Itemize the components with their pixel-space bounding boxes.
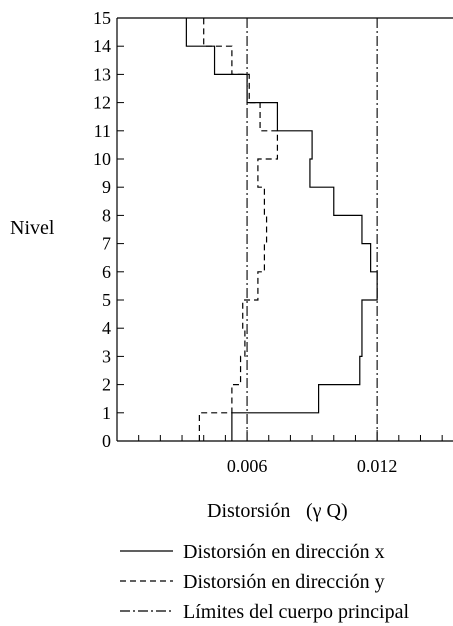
series-line-x [185, 18, 378, 441]
y-tick-label: 11 [94, 121, 111, 141]
y-tick-label: 9 [102, 177, 111, 197]
legend: Distorsión en dirección x Distorsión en … [120, 541, 409, 623]
series-lines [185, 18, 378, 441]
legend-label-x: Distorsión en dirección x [183, 541, 385, 563]
y-axis-label: Nivel [10, 217, 55, 239]
x-axis-unit-label: (γ Q) [306, 500, 348, 522]
y-tick-label: 1 [102, 403, 111, 423]
y-tick-label: 2 [102, 375, 111, 395]
x-axis-label: Distorsión [207, 500, 290, 522]
legend-item-x: Distorsión en dirección x [120, 541, 385, 563]
y-tick-label: 8 [102, 205, 111, 225]
x-tick-label: 0.012 [357, 456, 398, 476]
y-tick-label: 4 [102, 318, 111, 338]
legend-label-limits: Límites del cuerpo principal [183, 601, 409, 623]
y-tick-label: 7 [102, 234, 111, 254]
legend-item-limits: Límites del cuerpo principal [120, 601, 409, 623]
y-tick-label: 14 [93, 36, 111, 56]
y-tick-label: 0 [102, 431, 111, 451]
y-tick-label: 10 [93, 149, 111, 169]
y-tick-label: 15 [93, 8, 111, 28]
y-tick-label: 5 [102, 290, 111, 310]
y-tick-label: 6 [102, 262, 111, 282]
y-tick-label: 3 [102, 346, 111, 366]
series-line-y [198, 18, 279, 441]
legend-item-y: Distorsión en dirección y [120, 571, 385, 593]
legend-label-y: Distorsión en dirección y [183, 571, 385, 593]
x-tick-label: 0.006 [227, 456, 268, 476]
y-tick-label: 13 [93, 64, 111, 84]
y-tick-label: 12 [93, 93, 111, 113]
